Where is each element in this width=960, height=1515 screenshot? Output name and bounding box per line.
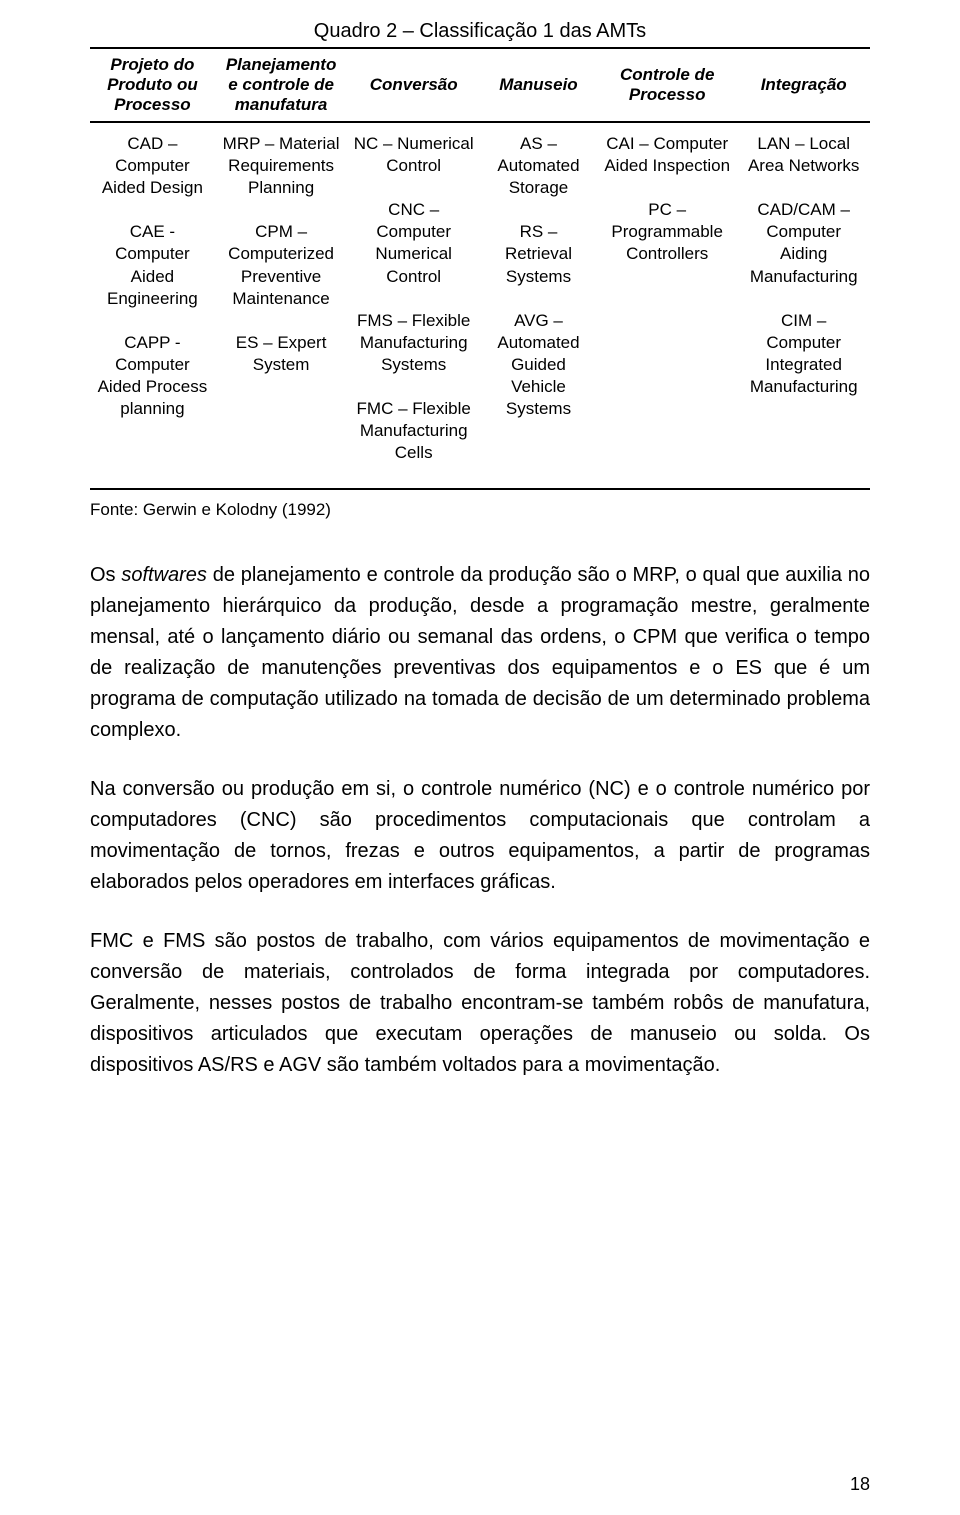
table-cell: MRP – Material Requirements Planning CPM…	[215, 122, 348, 489]
paragraph-3: FMC e FMS são postos de trabalho, com vá…	[90, 926, 870, 1081]
header-cell: Planejamento e controle de manufatura	[215, 48, 348, 122]
table-cell: CAD – Computer Aided Design CAE - Comput…	[90, 122, 215, 489]
paragraph-1: Os softwares de planejamento e controle …	[90, 560, 870, 746]
header-cell: Projeto do Produto ou Processo	[90, 48, 215, 122]
header-cell: Conversão	[347, 48, 480, 122]
header-cell: Integração	[737, 48, 870, 122]
page: Quadro 2 – Classificação 1 das AMTs Proj…	[0, 0, 960, 1515]
classification-table: Projeto do Produto ou Processo Planejame…	[90, 47, 870, 490]
table-source: Fonte: Gerwin e Kolodny (1992)	[90, 500, 870, 520]
table-cell: CAI – Computer Aided Inspection PC – Pro…	[597, 122, 737, 489]
table-cell: AS – Automated Storage RS – Retrieval Sy…	[480, 122, 597, 489]
header-cell: Controle de Processo	[597, 48, 737, 122]
header-cell: Manuseio	[480, 48, 597, 122]
page-number: 18	[850, 1474, 870, 1495]
table-cell: NC – Numerical Control CNC – Computer Nu…	[347, 122, 480, 489]
table-header-row: Projeto do Produto ou Processo Planejame…	[90, 48, 870, 122]
table-row: CAD – Computer Aided Design CAE - Comput…	[90, 122, 870, 489]
table-title: Quadro 2 – Classificação 1 das AMTs	[90, 20, 870, 43]
table-cell: LAN – Local Area Networks CAD/CAM – Comp…	[737, 122, 870, 489]
paragraph-2: Na conversão ou produção em si, o contro…	[90, 774, 870, 898]
